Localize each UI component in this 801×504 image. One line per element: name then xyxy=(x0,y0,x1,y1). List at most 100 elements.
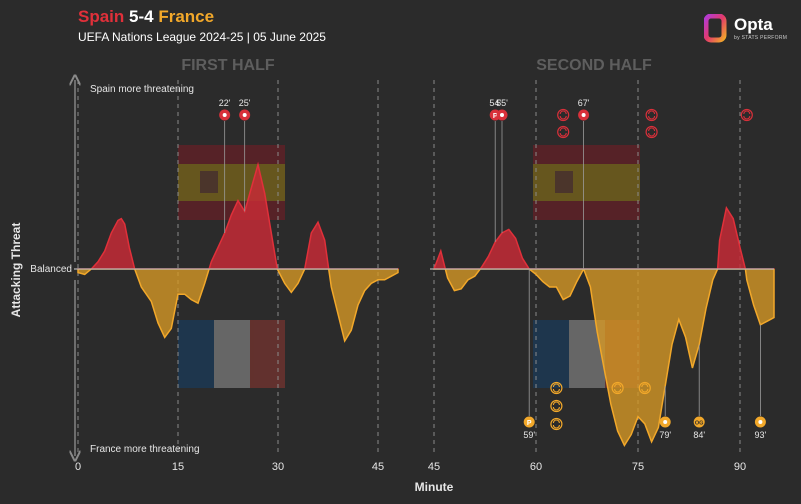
x-tick-label: 0 xyxy=(75,461,81,473)
ball-icon xyxy=(581,113,586,117)
sub-arrow-bottom xyxy=(743,115,751,120)
france-goal-marker: 79' xyxy=(659,386,671,440)
title-home-team: Spain xyxy=(78,7,125,26)
sub-arrow-top xyxy=(743,110,751,115)
event-minute-label: 67' xyxy=(578,98,590,108)
france-flag-1 xyxy=(178,320,285,388)
spain-goal-marker: 25' xyxy=(239,98,251,212)
spain-sub-marker xyxy=(645,108,658,122)
sub-arrow-top xyxy=(641,383,649,388)
substitution-icon xyxy=(645,125,658,139)
france-sub-marker xyxy=(550,417,563,431)
y-axis-title: Attacking Threat xyxy=(9,223,23,318)
substitution-icon xyxy=(550,381,563,395)
sub-arrow-top xyxy=(614,383,622,388)
event-minute-label: 93' xyxy=(755,430,767,440)
half-label: FIRST HALF xyxy=(181,57,275,74)
sub-arrow-bottom xyxy=(559,115,567,120)
france-threat-area xyxy=(432,269,775,447)
spain-goal-marker: 55' xyxy=(496,98,508,233)
ball-icon xyxy=(500,113,504,117)
france-penalty-marker: P 59' xyxy=(523,269,535,440)
opta-logo-text: Opta xyxy=(734,15,773,34)
france-sub-marker xyxy=(611,381,624,395)
france-sub-marker xyxy=(638,381,651,395)
sub-arrow-top xyxy=(559,110,567,115)
event-minute-label: 84' xyxy=(693,430,705,440)
ball-icon xyxy=(222,113,227,117)
spain-sub-marker xyxy=(557,125,570,139)
substitution-icon xyxy=(550,417,563,431)
x-tick-label: 15 xyxy=(172,461,184,473)
substitution-icon xyxy=(611,381,624,395)
substitution-icon xyxy=(550,399,563,413)
threat-areas xyxy=(74,161,775,447)
penalty-icon: P xyxy=(493,113,498,120)
france-goal-marker: 93' xyxy=(755,324,767,440)
y-bottom-label: France more threatening xyxy=(90,444,200,455)
spain-threat-area xyxy=(77,161,399,269)
sub-arrow-bottom xyxy=(648,115,656,120)
event-minute-label: 59' xyxy=(523,430,535,440)
spain-goal-marker: 67' xyxy=(578,98,590,269)
axes: FIRST HALF 0 15 30 45 SECOND HALF 45 60 75 90 xyxy=(75,57,746,473)
event-minute-label: 22' xyxy=(219,98,231,108)
spain-sub-marker xyxy=(740,108,753,122)
france-own-goal-marker: OG 84' xyxy=(693,344,705,440)
spain-goal-marker: 22' xyxy=(219,98,231,233)
team-flags xyxy=(178,145,640,388)
spain-sub-marker xyxy=(557,108,570,122)
substitution-icon xyxy=(557,108,570,122)
title-away-team: France xyxy=(158,7,215,26)
event-minute-label: 79' xyxy=(659,430,671,440)
france-event-icon xyxy=(523,416,535,428)
ball-icon xyxy=(663,420,668,424)
x-tick-label: 90 xyxy=(734,461,746,473)
penalty-icon: P xyxy=(527,420,532,427)
spain-flag-1 xyxy=(178,145,285,220)
substitution-icon xyxy=(638,381,651,395)
x-tick-label: 30 xyxy=(272,461,284,473)
france-event-icon xyxy=(693,416,705,428)
opta-logo-icon xyxy=(703,13,727,43)
sub-arrow-bottom xyxy=(648,132,656,137)
spain-sub-marker xyxy=(645,125,658,139)
sub-arrow-bottom xyxy=(552,424,560,429)
own-goal-icon: OG xyxy=(695,421,704,427)
france-threat-area xyxy=(77,269,399,343)
x-axis-title: Minute xyxy=(415,480,454,494)
spain-flag-2 xyxy=(533,145,640,220)
x-tick-label: 60 xyxy=(530,461,542,473)
sub-arrow-top xyxy=(559,127,567,132)
sub-arrow-bottom xyxy=(641,388,649,393)
sub-arrow-bottom xyxy=(552,388,560,393)
event-markers: 22' 25' P 54'55' 67' P 59' 79' OG 84' 93' xyxy=(219,98,767,440)
france-sub-marker xyxy=(550,381,563,395)
y-mid-label: Balanced xyxy=(30,264,72,275)
substitution-icon xyxy=(557,125,570,139)
event-minute-label: 55' xyxy=(496,98,508,108)
y-top-label: Spain more threatening xyxy=(90,84,194,95)
sub-arrow-top xyxy=(552,419,560,424)
sub-arrow-top xyxy=(552,401,560,406)
sub-arrow-top xyxy=(648,127,656,132)
substitution-icon xyxy=(645,108,658,122)
chart-subtitle: UEFA Nations League 2024-25 | 05 June 20… xyxy=(78,30,326,44)
sub-arrow-top xyxy=(648,110,656,115)
event-minute-label: 54' xyxy=(489,98,501,108)
axis-labels: Spain more threatening Balanced France m… xyxy=(9,84,454,494)
title-score: 5-4 xyxy=(129,7,154,26)
sub-arrow-bottom xyxy=(559,132,567,137)
ball-icon xyxy=(758,420,763,424)
half-label: SECOND HALF xyxy=(536,57,652,74)
substitution-icon xyxy=(740,108,753,122)
ball-icon xyxy=(242,113,247,117)
x-tick-label: 45 xyxy=(372,461,384,473)
event-minute-label: 25' xyxy=(239,98,251,108)
x-tick-label: 45 xyxy=(428,461,440,473)
opta-logo: Opta by STATS PERFORM xyxy=(703,13,794,44)
sub-arrow-top xyxy=(552,383,560,388)
chart-title: Spain 5-4 France xyxy=(78,7,214,27)
sub-arrow-bottom xyxy=(614,388,622,393)
